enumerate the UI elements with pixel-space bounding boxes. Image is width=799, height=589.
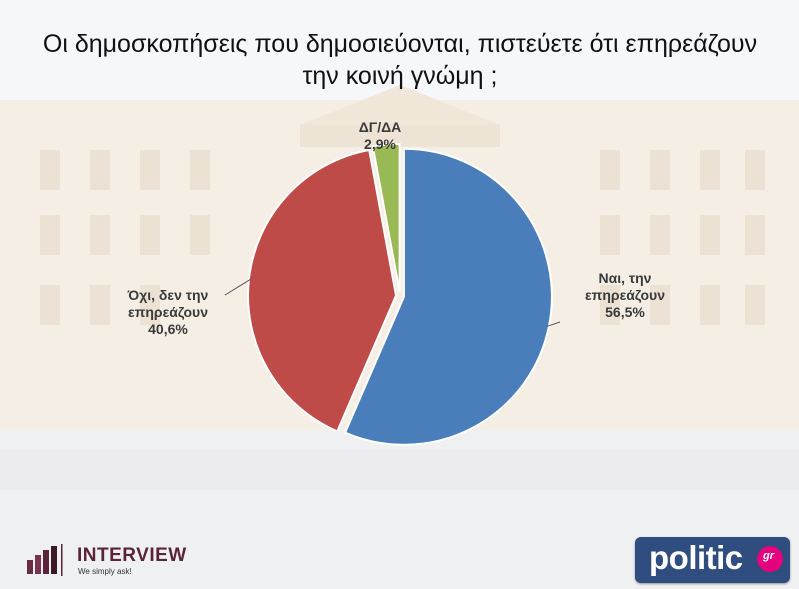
politic-badge-icon [757,546,783,572]
pie-slice-yes [343,147,553,446]
chart-title: Οι δημοσκοπήσεις που δημοσιεύονται, πιστ… [20,28,780,92]
leader-line-no [224,278,252,296]
slice-label-no-line-2: επηρεάζουν [128,304,208,320]
slice-label-yes-line-1: Ναι, την [598,270,652,286]
chart-title-line-2: την κοινή γνώμη ; [302,62,498,90]
interview-logo: INTERVIEW We simply ask! [25,540,215,580]
leader-line-yes [546,321,561,327]
slice-label-yes: Ναι, την επηρεάζουν 56,5% [570,270,680,321]
slice-value-dk: 2,9% [364,136,396,152]
slice-value-no: 40,6% [148,321,188,337]
slice-label-dk: ΔΓ/ΔΑ 2,9% [340,119,420,153]
interview-tagline: We simply ask! [78,567,132,576]
chart-title-line-1: Οι δημοσκοπήσεις που δημοσιεύονται, πιστ… [42,30,758,58]
pie-slice-dk [371,143,401,293]
slice-value-yes: 56,5% [605,304,645,320]
pie-slice-no [247,148,398,433]
interview-bars-icon [27,544,63,576]
politic-logo: politic gr [635,537,790,583]
politic-name: politic [649,539,743,576]
slice-label-yes-line-2: επηρεάζουν [585,287,665,303]
politic-badge-text: gr [763,550,774,562]
slice-label-no: Όχι, δεν την επηρεάζουν 40,6% [108,287,228,338]
interview-name: INTERVIEW [77,545,187,566]
slice-label-dk-line-1: ΔΓ/ΔΑ [358,119,402,135]
slice-label-no-line-1: Όχι, δεν την [127,287,209,303]
